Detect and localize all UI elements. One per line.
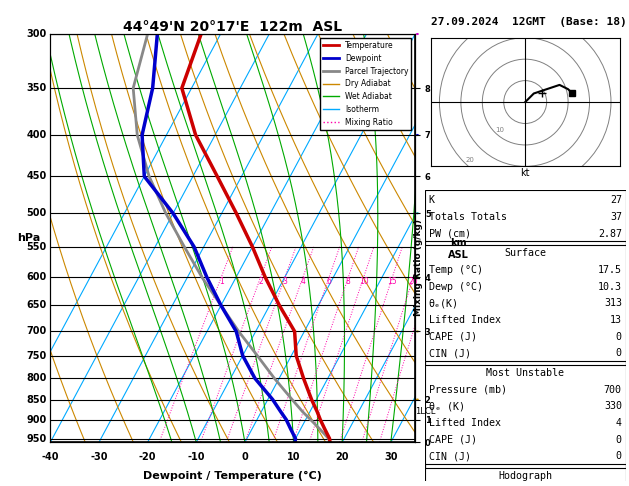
Text: 0: 0	[616, 451, 622, 461]
Text: 900: 900	[26, 415, 47, 425]
Bar	[425, 464, 626, 486]
Text: θₑ(K): θₑ(K)	[428, 298, 459, 308]
Text: 15: 15	[387, 278, 397, 286]
Text: 950: 950	[26, 434, 47, 444]
Text: 700: 700	[604, 385, 622, 395]
Text: 20: 20	[465, 157, 474, 163]
Text: -30: -30	[90, 452, 108, 463]
Text: Dewpoint / Temperature (°C): Dewpoint / Temperature (°C)	[143, 471, 322, 481]
Text: hPa: hPa	[17, 233, 40, 243]
Bar	[425, 361, 626, 468]
Text: 0: 0	[242, 452, 248, 463]
Text: 13: 13	[610, 315, 622, 325]
Text: 700: 700	[26, 327, 47, 336]
Text: 300: 300	[26, 29, 47, 39]
Text: 0: 0	[616, 348, 622, 358]
Text: 2.87: 2.87	[598, 229, 622, 239]
Text: 850: 850	[26, 395, 47, 404]
Text: 10: 10	[495, 127, 504, 133]
Text: Lifted Index: Lifted Index	[428, 315, 501, 325]
Text: -40: -40	[42, 452, 59, 463]
Text: 20: 20	[335, 452, 349, 463]
Text: 10: 10	[287, 452, 300, 463]
Text: 10: 10	[359, 278, 369, 286]
Title: 44°49'N 20°17'E  122m  ASL: 44°49'N 20°17'E 122m ASL	[123, 20, 342, 34]
Text: 400: 400	[26, 130, 47, 140]
Text: 313: 313	[604, 298, 622, 308]
Text: -20: -20	[139, 452, 157, 463]
Text: 330: 330	[604, 401, 622, 411]
Text: CIN (J): CIN (J)	[428, 451, 470, 461]
Text: Hodograph: Hodograph	[498, 471, 552, 481]
Text: K: K	[428, 195, 435, 206]
Legend: Temperature, Dewpoint, Parcel Trajectory, Dry Adiabat, Wet Adiabat, Isotherm, Mi: Temperature, Dewpoint, Parcel Trajectory…	[320, 38, 411, 130]
Text: 1: 1	[219, 278, 223, 286]
Text: PW (cm): PW (cm)	[428, 229, 470, 239]
Text: Temp (°C): Temp (°C)	[428, 265, 482, 275]
Text: 500: 500	[26, 208, 47, 218]
X-axis label: kt: kt	[520, 168, 530, 178]
Text: 350: 350	[26, 83, 47, 93]
Text: 4: 4	[301, 278, 305, 286]
Text: 6: 6	[326, 278, 331, 286]
Text: 27.09.2024  12GMT  (Base: 18): 27.09.2024 12GMT (Base: 18)	[431, 17, 626, 27]
Text: Dewp (°C): Dewp (°C)	[428, 282, 482, 292]
Bar	[425, 241, 626, 365]
Text: 37: 37	[610, 212, 622, 222]
Text: 800: 800	[26, 373, 47, 383]
Text: Pressure (mb): Pressure (mb)	[428, 385, 506, 395]
Text: CAPE (J): CAPE (J)	[428, 434, 477, 445]
Text: 10.3: 10.3	[598, 282, 622, 292]
Text: Most Unstable: Most Unstable	[486, 368, 564, 378]
Text: 8: 8	[346, 278, 351, 286]
Text: 650: 650	[26, 300, 47, 311]
Text: 600: 600	[26, 272, 47, 282]
Text: 2: 2	[259, 278, 263, 286]
Text: 750: 750	[26, 350, 47, 361]
Text: 4: 4	[616, 418, 622, 428]
Text: Surface: Surface	[504, 248, 546, 259]
Text: 0: 0	[616, 332, 622, 342]
Text: 1LCL: 1LCL	[416, 407, 436, 416]
Text: 17.5: 17.5	[598, 265, 622, 275]
Text: 550: 550	[26, 242, 47, 252]
Text: 450: 450	[26, 172, 47, 181]
Bar	[425, 190, 626, 245]
Y-axis label: km
ASL: km ASL	[448, 238, 469, 260]
Text: 20: 20	[408, 278, 418, 286]
Text: 27: 27	[610, 195, 622, 206]
Text: 0: 0	[616, 434, 622, 445]
Text: Totals Totals: Totals Totals	[428, 212, 506, 222]
Text: CIN (J): CIN (J)	[428, 348, 470, 358]
Text: 30: 30	[384, 452, 398, 463]
Text: -10: -10	[187, 452, 205, 463]
Text: Lifted Index: Lifted Index	[428, 418, 501, 428]
Text: θₑ (K): θₑ (K)	[428, 401, 465, 411]
Text: CAPE (J): CAPE (J)	[428, 332, 477, 342]
Text: Mixing Ratio (g/kg): Mixing Ratio (g/kg)	[414, 219, 423, 316]
Text: 3: 3	[282, 278, 287, 286]
